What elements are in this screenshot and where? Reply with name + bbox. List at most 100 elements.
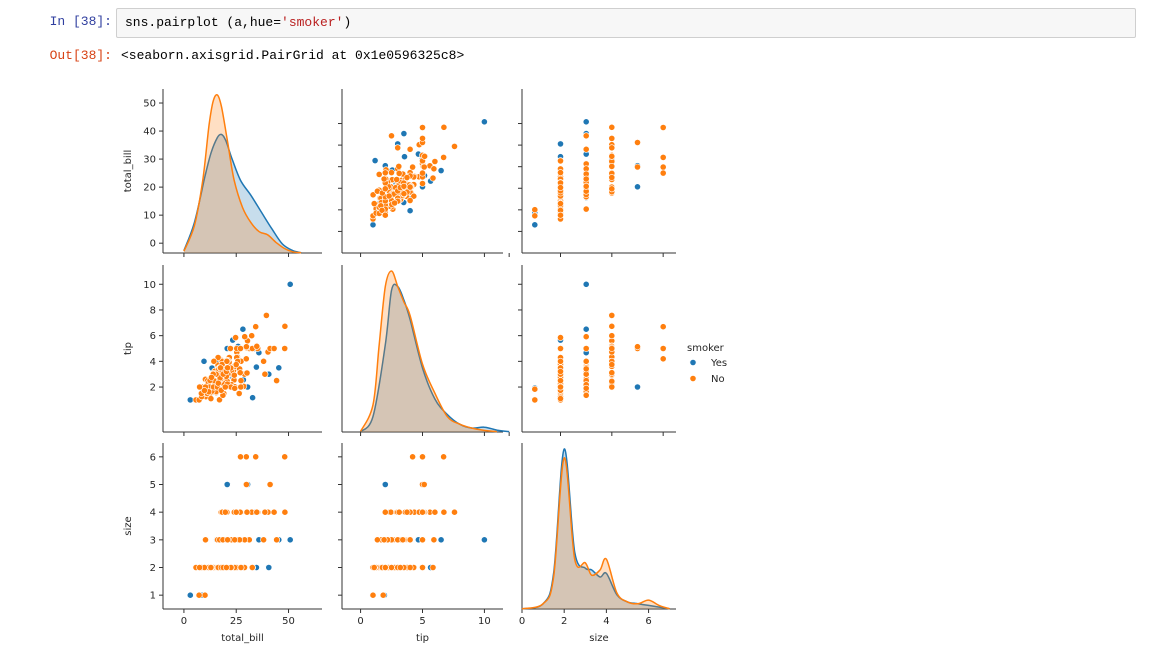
scatter-point-no: [379, 591, 387, 599]
scatter-point-no: [243, 369, 251, 377]
scatter-point-no: [378, 206, 386, 214]
scatter-point-yes: [369, 221, 377, 229]
scatter-point-no: [375, 170, 383, 178]
scatter-point-no: [582, 391, 590, 399]
kde-fill-yes: [522, 448, 670, 609]
scatter-point-no: [393, 176, 401, 183]
scatter-point-no: [200, 387, 208, 394]
scatter-point-yes: [480, 536, 488, 544]
scatter-point-no: [214, 379, 222, 387]
scatter-point-yes: [252, 363, 260, 371]
scatter-point-yes: [634, 183, 641, 191]
y-tick-label: 4: [150, 508, 156, 519]
scatter-point-no: [370, 564, 378, 571]
scatter-point-no: [582, 205, 590, 213]
scatter-point-no: [406, 564, 414, 571]
scatter-point-no: [451, 142, 458, 150]
input-prompt: In [38]:: [49, 14, 112, 29]
scatter-point-no: [430, 536, 438, 544]
scatter-point-no: [403, 174, 411, 181]
y-tick-label: 6: [150, 331, 156, 342]
scatter-point-yes: [286, 536, 294, 544]
scatter-point-no: [261, 508, 269, 516]
scatter-point-no: [421, 152, 428, 160]
scatter-point-no: [608, 185, 616, 193]
scatter-point-no: [262, 311, 270, 319]
scatter-point-no: [270, 508, 278, 516]
scatter-point-no: [223, 357, 231, 365]
x-tick-label: 6: [645, 616, 651, 627]
legend-marker-yes: [689, 359, 697, 366]
y-tick-label: 8: [150, 305, 156, 316]
scatter-point-no: [214, 354, 222, 361]
scatter-point-no: [608, 311, 616, 319]
scatter-point-no: [399, 536, 407, 544]
x-tick-label: 50: [282, 616, 295, 627]
scatter-point-no: [273, 536, 280, 544]
scatter-point-no: [381, 185, 389, 193]
scatter-point-no: [634, 163, 641, 171]
scatter-point-no: [231, 384, 239, 392]
scatter-point-no: [419, 134, 426, 142]
scatter-point-no: [419, 564, 426, 571]
scatter-point-yes: [249, 394, 256, 402]
scatter-point-no: [634, 343, 641, 351]
scatter-point-yes: [582, 280, 590, 288]
scatter-point-no: [608, 152, 616, 160]
scatter-point-no: [406, 145, 414, 153]
scatter-point-no: [608, 162, 616, 170]
output-prompt: Out[38]:: [49, 48, 112, 63]
kde-fill-no: [360, 271, 497, 432]
scatter-point-no: [395, 162, 403, 170]
scatter-point-no: [440, 123, 448, 131]
scatter-point-no: [266, 481, 274, 488]
output-repr: <seaborn.axisgrid.PairGrid at 0x1e059632…: [121, 48, 465, 63]
kde-fill-yes: [183, 134, 302, 253]
scatter-point-yes: [437, 536, 445, 544]
scatter-point-no: [608, 332, 616, 340]
scatter-point-no: [430, 165, 438, 173]
scatter-point-no: [226, 345, 234, 352]
scatter-point-no: [582, 175, 590, 183]
y-tick-label: 10: [143, 211, 156, 222]
scatter-point-no: [253, 342, 261, 350]
scatter-point-no: [381, 564, 389, 571]
scatter-point-no: [419, 180, 426, 187]
y-axis-label-tip: tip: [123, 342, 134, 355]
x-tick-label: 0: [181, 616, 187, 627]
scatter-point-no: [395, 169, 403, 177]
scatter-point-no: [406, 197, 414, 204]
scatter-point-no: [281, 345, 289, 352]
scatter-point-no: [369, 591, 377, 599]
scatter-point-no: [557, 157, 564, 165]
code-suffix: ): [343, 15, 352, 30]
scatter-point-no: [429, 564, 437, 571]
scatter-point-no: [582, 132, 590, 140]
scatter-point-no: [608, 123, 616, 131]
scatter-point-no: [582, 333, 590, 341]
scatter-point-no: [608, 345, 616, 352]
code-input[interactable]: sns.pairplot (a,hue='smoker'): [116, 8, 1136, 38]
scatter-point-no: [237, 377, 245, 384]
scatter-point-no: [232, 508, 240, 516]
scatter-point-no: [387, 508, 395, 516]
scatter-point-no: [659, 323, 667, 331]
scatter-point-no: [222, 564, 230, 571]
y-tick-label: 2: [150, 383, 156, 394]
scatter-point-yes: [371, 157, 379, 164]
scatter-point-no: [419, 124, 426, 131]
scatter-point-no: [608, 383, 616, 391]
scatter-point-yes: [239, 325, 247, 333]
scatter-point-no: [388, 564, 395, 571]
scatter-point-no: [557, 357, 564, 365]
scatter-point-no: [400, 182, 408, 190]
scatter-point-no: [409, 453, 416, 461]
scatter-point-no: [419, 453, 426, 461]
scatter-point-no: [557, 377, 564, 384]
scatter-point-no: [608, 322, 616, 330]
y-tick-label: 6: [150, 452, 156, 463]
scatter-point-no: [373, 536, 381, 544]
scatter-point-no: [396, 564, 404, 571]
scatter-point-no: [242, 355, 250, 363]
